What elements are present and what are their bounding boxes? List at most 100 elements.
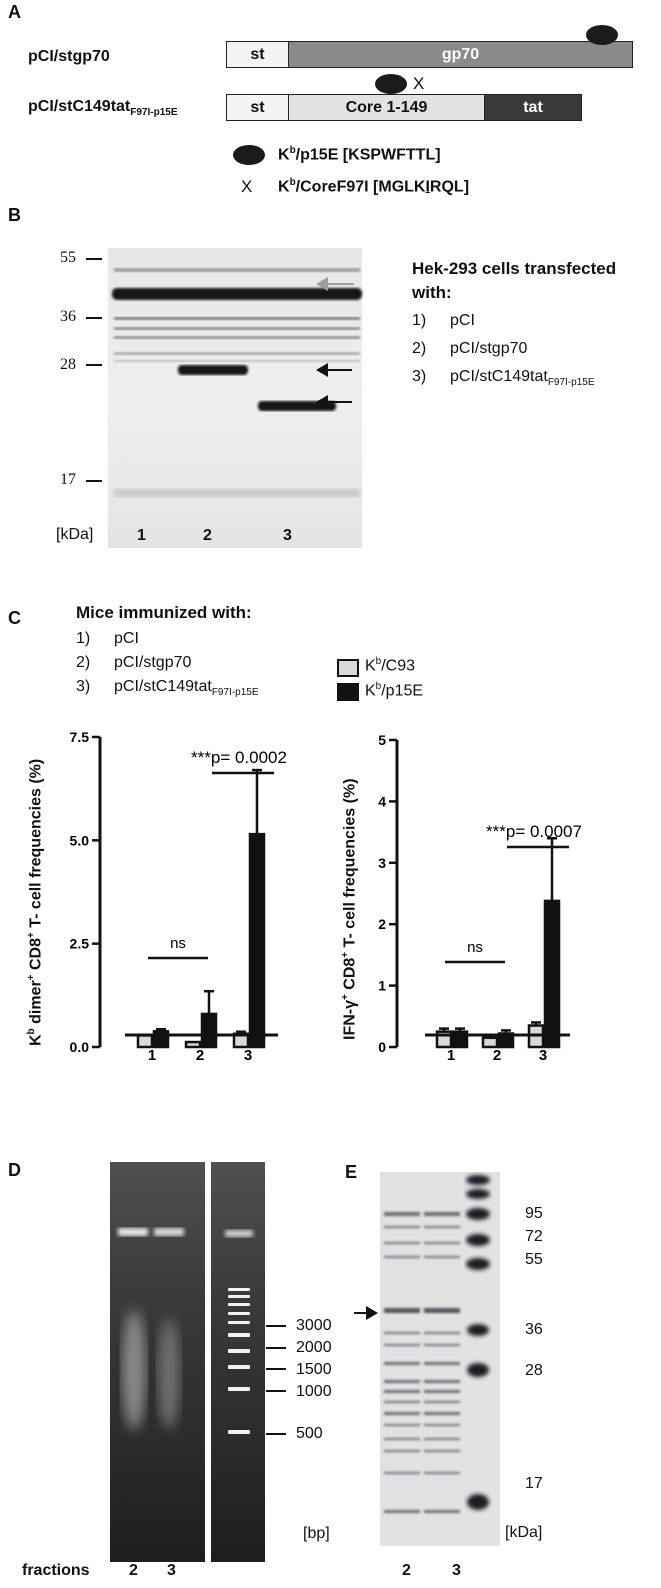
series-legend-sup: b	[375, 681, 382, 692]
blot-lane-2: 2	[203, 527, 212, 544]
blot-band-faint	[114, 268, 360, 272]
ns-label: ns	[467, 939, 483, 956]
mice-legend-num: 2)	[76, 654, 91, 671]
fractions-label: fractions	[22, 1562, 90, 1579]
series-legend-p15e: Kb/p15E	[365, 681, 423, 700]
construct1-gp70-segment: gp70	[289, 42, 632, 67]
construct2-st-segment: st	[227, 95, 289, 120]
black-arrow-icon	[354, 1306, 378, 1320]
mice-legend-label: pCI/stC149tat	[114, 678, 212, 695]
blot-legend-item: 2) pCI/stgp70	[412, 340, 527, 358]
gel-smear-lane3	[158, 1319, 180, 1429]
gel-bp-1000: 1000	[296, 1383, 332, 1400]
right-bar-chart: 0 1 2 3 4 5 1 2 3 ***p= 0.0007 ns	[378, 732, 582, 1064]
significance-label: ***p= 0.0002	[191, 748, 287, 767]
series-legend-sup: b	[375, 656, 382, 667]
mice-legend-num: 3)	[76, 678, 91, 695]
ylabel-sup: +	[26, 932, 37, 939]
ylabel-part: T- cell frequencies (%)	[27, 758, 45, 933]
legend-x-rest1: /CoreF97I [MGLK	[295, 178, 426, 196]
agarose-gel-d	[110, 1162, 265, 1562]
blot-legend-num: 1)	[412, 312, 427, 329]
gel-bp-2000: 2000	[296, 1339, 332, 1356]
y-tick-label: 0.0	[70, 1039, 90, 1055]
construct2-name-sub: F97I-p15E	[130, 107, 178, 119]
blot-legend-label: pCI/stC149tat	[450, 368, 548, 385]
gel-unit: [bp]	[303, 1525, 330, 1542]
blot-mw-28: 28	[60, 356, 76, 373]
panel-d-letter: D	[8, 1160, 21, 1180]
p15e-epitope-oval-icon	[586, 25, 618, 45]
x-category-label: 1	[148, 1047, 156, 1064]
gel-e-arrow	[354, 1306, 378, 1320]
legend-x-sup: b	[289, 177, 296, 188]
gel-bp-1500: 1500	[296, 1361, 332, 1378]
y-tick-label: 0	[378, 1039, 386, 1055]
mice-legend-num: 1)	[76, 630, 91, 647]
blot-band-main	[112, 288, 362, 300]
gel-smear-lane2	[122, 1310, 146, 1430]
construct1-diagram: st gp70	[226, 41, 633, 68]
ns-label: ns	[170, 935, 186, 952]
mice-legend-label: pCI/stgp70	[114, 654, 192, 671]
blot-band-faint	[114, 336, 360, 339]
mice-legend-item: 1) pCI	[76, 630, 139, 648]
series-legend-c93: Kb/C93	[365, 656, 415, 675]
gel-bp-3000: 3000	[296, 1317, 332, 1334]
mice-legend-label: pCI	[114, 630, 139, 647]
ladder-bands	[228, 1288, 250, 1434]
legend-oval-k: K	[278, 146, 290, 164]
blot-lane-3: 3	[283, 527, 292, 544]
ylabel-sup: +	[340, 994, 351, 1000]
panel-c-letter: C	[8, 608, 21, 628]
construct2-tat-segment: tat	[485, 95, 581, 120]
blot-legend-label: pCI	[450, 312, 475, 329]
blot-band-faint	[114, 317, 360, 320]
x-category-label: 3	[244, 1047, 252, 1064]
gel-bp-500: 500	[296, 1425, 323, 1442]
blot-mw-55: 55	[60, 249, 76, 266]
series-legend-p15e-swatch	[337, 683, 359, 701]
x-category-label: 3	[539, 1047, 547, 1064]
legend-oval-rest: /p15E [KSPWFTTL]	[295, 146, 441, 164]
bar-c93	[136, 1034, 154, 1049]
y-tick-label: 1	[378, 978, 386, 994]
blot-legend-num: 3)	[412, 368, 427, 385]
blot-band-faint	[114, 327, 360, 330]
blot-mw-17: 17	[60, 471, 76, 488]
blot-legend-item: 3) pCI/stC149tatF97I-p15E	[412, 368, 595, 388]
x-category-label: 2	[196, 1047, 204, 1064]
gel-e-mw-55: 55	[525, 1251, 543, 1268]
ylabel-part: dimer	[27, 980, 45, 1029]
y-tick-label: 7.5	[70, 730, 90, 745]
y-tick-label: 5.0	[70, 832, 90, 848]
gel-e-mw-72: 72	[525, 1228, 543, 1245]
blot-unit: [kDa]	[56, 526, 94, 543]
gel-lane-2: 2	[129, 1562, 138, 1579]
sds-page-gel-e	[380, 1172, 500, 1546]
x-category-label: 2	[493, 1047, 501, 1064]
mice-legend-item: 3) pCI/stC149tatF97I-p15E	[76, 678, 259, 698]
gel-e-mw-28: 28	[525, 1362, 543, 1379]
y-tick-label: 2.5	[70, 936, 90, 952]
bar-p15e	[200, 1012, 218, 1049]
mice-legend-item: 2) pCI/stgp70	[76, 654, 191, 672]
blot-lane-1: 1	[137, 527, 146, 544]
blot-legend-title: Hek-293 cells transfected with:	[412, 259, 617, 302]
blot-band-faint	[114, 360, 360, 362]
construct2-name-main: pCI/stC149tat	[28, 98, 131, 115]
gel-e-protein-bands	[384, 1212, 460, 1513]
y-tick-label: 5	[378, 732, 386, 748]
construct1-st-segment: st	[227, 42, 289, 67]
gel-e-background	[380, 1172, 500, 1546]
bar-p15e	[248, 832, 266, 1049]
series-legend-rest: /C93	[381, 657, 416, 675]
gel-e-mw-36: 36	[525, 1321, 543, 1338]
ylabel-part: CD8	[27, 938, 45, 975]
blot-legend-item: 1) pCI	[412, 312, 475, 330]
ylabel-sup: +	[26, 974, 37, 981]
gel-ladder-well	[225, 1230, 253, 1237]
y-tick-label: 3	[378, 855, 386, 871]
gel-bp-ticks	[266, 1325, 286, 1435]
bar-c93	[184, 1040, 202, 1049]
